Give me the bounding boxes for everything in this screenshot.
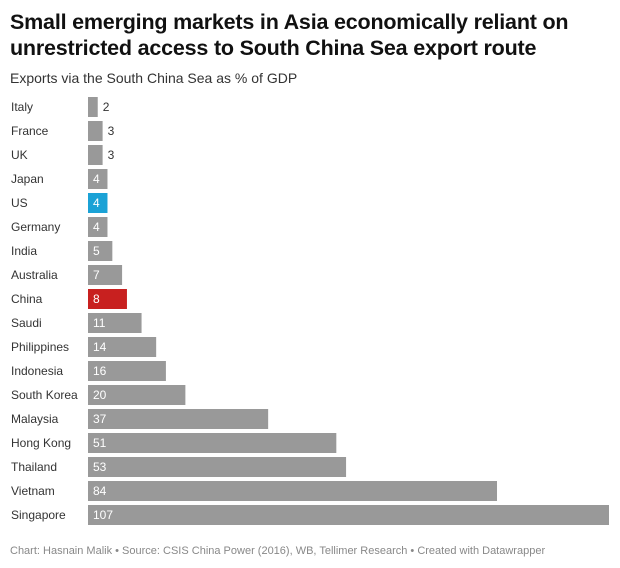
chart-title: Small emerging markets in Asia economica… xyxy=(10,10,569,60)
value-label-malaysia: 37 xyxy=(93,412,107,426)
bar-indonesia xyxy=(88,361,166,381)
value-label-us: 4 xyxy=(93,196,100,210)
category-label-philippines: Philippines xyxy=(11,340,69,354)
category-label-hong-kong: Hong Kong xyxy=(11,436,71,450)
bar-france xyxy=(88,121,103,141)
bar-thailand xyxy=(88,457,347,477)
bar-italy xyxy=(88,97,98,117)
bar-germany xyxy=(88,217,108,237)
category-label-us: US xyxy=(11,196,28,210)
value-label-south-korea: 20 xyxy=(93,388,107,402)
bar-philippines xyxy=(88,337,157,357)
value-label-france: 3 xyxy=(108,124,115,138)
category-label-japan: Japan xyxy=(11,172,44,186)
value-label-india: 5 xyxy=(93,244,100,258)
bar-india xyxy=(88,241,113,261)
category-label-indonesia: Indonesia xyxy=(11,364,63,378)
value-label-uk: 3 xyxy=(108,148,115,162)
category-label-china: China xyxy=(11,292,43,306)
bar-singapore xyxy=(88,505,609,525)
category-label-germany: Germany xyxy=(11,220,60,234)
bar-vietnam xyxy=(88,481,498,501)
plot-area: Italy 2 France 3 UK 3 Japan 4 US 4 Germany 4 India 5 A… xyxy=(0,95,620,527)
value-label-saudi: 11 xyxy=(93,316,106,330)
category-label-south-korea: South Korea xyxy=(11,388,78,402)
category-label-india: India xyxy=(11,244,37,258)
category-label-saudi: Saudi xyxy=(11,316,42,330)
bar-us xyxy=(88,193,108,213)
category-label-italy: Italy xyxy=(11,100,33,114)
bar-saudi xyxy=(88,313,142,333)
bar-china xyxy=(88,289,127,309)
value-label-vietnam: 84 xyxy=(93,484,107,498)
value-label-australia: 7 xyxy=(93,268,100,282)
bar-malaysia xyxy=(88,409,269,429)
category-label-singapore: Singapore xyxy=(11,508,66,522)
category-label-france: France xyxy=(11,124,49,138)
value-label-indonesia: 16 xyxy=(93,364,107,378)
bar-chart-svg: Italy 2 France 3 UK 3 Japan 4 US 4 Germany 4 India 5 A… xyxy=(11,97,609,525)
bar-south-korea xyxy=(88,385,186,405)
value-label-hong-kong: 51 xyxy=(93,436,107,450)
chart-footer-credit: Chart: Hasnain Malik • Source: CSIS Chin… xyxy=(10,545,546,557)
bar-uk xyxy=(88,145,103,165)
value-label-germany: 4 xyxy=(93,220,100,234)
value-label-thailand: 53 xyxy=(93,460,107,474)
bar-australia xyxy=(88,265,123,285)
value-label-china: 8 xyxy=(93,292,100,306)
chart-subtitle: Exports via the South China Sea as % of … xyxy=(10,70,298,86)
category-label-thailand: Thailand xyxy=(11,460,57,474)
value-label-italy: 2 xyxy=(103,100,110,114)
category-label-vietnam: Vietnam xyxy=(11,484,55,498)
category-label-uk: UK xyxy=(11,148,28,162)
category-label-malaysia: Malaysia xyxy=(11,412,59,426)
bar-hong-kong xyxy=(88,433,337,453)
category-label-australia: Australia xyxy=(11,268,58,282)
value-label-japan: 4 xyxy=(93,172,100,186)
bar-japan xyxy=(88,169,108,189)
value-label-philippines: 14 xyxy=(93,340,107,354)
value-label-singapore: 107 xyxy=(93,508,113,522)
